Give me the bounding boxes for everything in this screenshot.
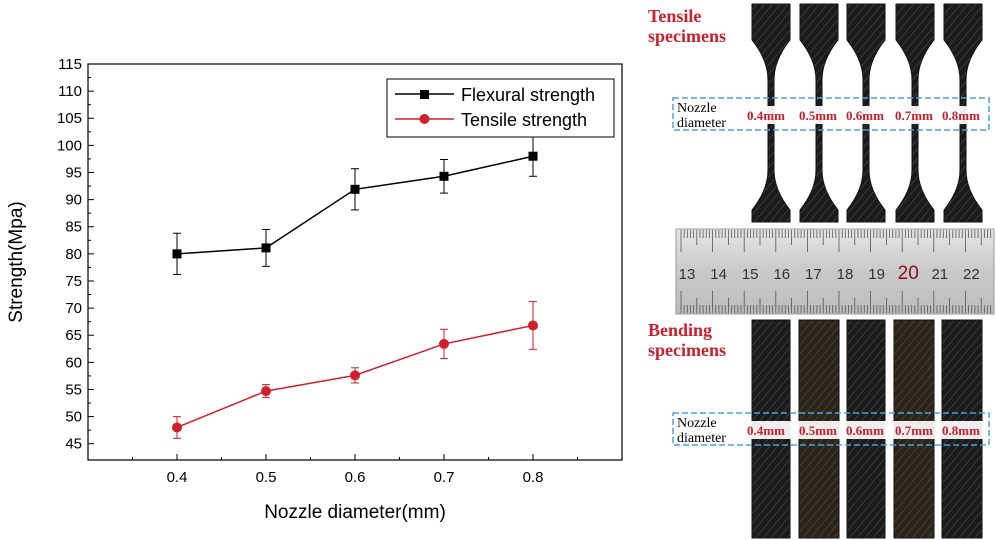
tensile-size-3: 0.6mm xyxy=(846,108,884,123)
tensile-size-5: 0.8mm xyxy=(942,108,980,123)
bending-title-line1: Bending xyxy=(648,320,712,340)
bending-nozzle-label-bg xyxy=(674,414,746,444)
tensile-title-line1: Tensile xyxy=(648,6,701,26)
flexural-strength-point xyxy=(172,249,182,259)
y-tick-label: 70 xyxy=(65,300,82,317)
bending-nozzle-label-1: Nozzle xyxy=(677,416,717,431)
bending-size-4: 0.7mm xyxy=(895,423,933,438)
ruler-number: 14 xyxy=(710,266,727,283)
x-tick-label: 0.4 xyxy=(167,469,188,486)
bending-size-2: 0.5mm xyxy=(799,423,837,438)
tensile-strength-point xyxy=(439,338,449,349)
ruler-ticks xyxy=(680,230,992,313)
x-tick-label: 0.5 xyxy=(256,469,277,486)
ruler-numbers: 13 14 15 16 17 18 19 20 21 22 xyxy=(679,263,980,284)
x-axis-label: Nozzle diameter(mm) xyxy=(264,502,446,523)
legend-marker-flexural xyxy=(420,90,429,99)
ruler-number: 18 xyxy=(837,266,854,283)
y-axis-label: Strength(Mpa) xyxy=(6,201,27,322)
ruler-number: 22 xyxy=(963,266,980,283)
ruler-photo: 13 14 15 16 17 18 19 20 21 22 xyxy=(675,228,995,315)
tensile-size-bg xyxy=(746,106,988,124)
y-tick-label: 75 xyxy=(65,273,82,290)
bending-size-3: 0.6mm xyxy=(846,423,884,438)
series-layer xyxy=(172,135,538,439)
y-tick-label: 90 xyxy=(65,192,82,209)
ruler-number: 20 xyxy=(898,263,919,284)
legend-label-flexural: Flexural strength xyxy=(461,85,595,105)
ruler-number: 17 xyxy=(805,266,822,283)
tensile-title-line2: specimens xyxy=(648,26,726,46)
x-tick-label: 0.8 xyxy=(523,469,544,486)
tensile-strength-point xyxy=(172,422,182,433)
ruler-number: 19 xyxy=(868,266,885,283)
tensile-nozzle-label-1: Nozzle xyxy=(677,101,717,116)
bending-size-bg xyxy=(746,421,988,439)
ruler-number: 13 xyxy=(679,266,696,283)
y-tick-label: 100 xyxy=(57,137,82,154)
ruler-number: 16 xyxy=(773,266,790,283)
y-tick-label: 110 xyxy=(58,83,82,100)
ruler-body xyxy=(675,228,995,315)
flexural-strength-point xyxy=(439,171,449,181)
bending-title-line2: specimens xyxy=(648,340,726,360)
tensile-strength-point xyxy=(261,386,271,397)
legend-box xyxy=(386,78,615,138)
ruler-number: 15 xyxy=(742,266,759,283)
tensile-size-2: 0.5mm xyxy=(799,108,837,123)
y-axis-ticks: 45 50 55 60 65 70 75 80 85 90 95 100 105 110 115 xyxy=(57,56,94,453)
legend-marker-tensile xyxy=(419,114,430,124)
y-tick-label: 115 xyxy=(58,56,82,73)
bending-nozzle-box: Nozzle diameter 0.4mm 0.5mm 0.6mm 0.7mm … xyxy=(672,412,990,446)
bending-nozzle-label-2: diameter xyxy=(677,431,726,446)
x-tick-label: 0.6 xyxy=(345,469,366,486)
tensile-strength-point xyxy=(350,370,360,381)
x-axis-ticks: 0.4 0.5 0.6 0.7 0.8 xyxy=(132,454,578,486)
tensile-size-4: 0.7mm xyxy=(895,108,933,123)
tensile-nozzle-label-bg xyxy=(674,99,746,129)
bending-size-1: 0.4mm xyxy=(747,423,785,438)
y-tick-label: 60 xyxy=(65,354,82,371)
legend: Flexural strength Tensile strength xyxy=(386,78,615,138)
y-tick-label: 80 xyxy=(65,246,82,263)
x-tick-label: 0.7 xyxy=(434,469,455,486)
tensile-nozzle-box: Nozzle diameter 0.4mm 0.5mm 0.6mm 0.7mm … xyxy=(672,97,990,131)
flexural-strength-point xyxy=(261,243,271,253)
y-tick-label: 50 xyxy=(65,409,82,426)
flexural-strength-point xyxy=(528,151,538,161)
y-tick-label: 65 xyxy=(65,327,82,344)
tensile-size-1: 0.4mm xyxy=(747,108,785,123)
tensile-strength-point xyxy=(528,320,538,331)
bending-size-5: 0.8mm xyxy=(942,423,980,438)
y-tick-label: 45 xyxy=(65,436,82,453)
flexural-strength-point xyxy=(350,184,360,194)
y-tick-label: 95 xyxy=(65,164,82,181)
tensile-nozzle-frame xyxy=(672,97,990,131)
legend-label-tensile: Tensile strength xyxy=(461,110,587,130)
ruler-number: 21 xyxy=(931,266,948,283)
y-tick-label: 85 xyxy=(65,219,82,236)
y-tick-label: 55 xyxy=(65,381,82,398)
bending-nozzle-frame xyxy=(672,412,990,446)
tensile-nozzle-label-2: diameter xyxy=(677,116,726,131)
y-tick-label: 105 xyxy=(57,110,82,127)
